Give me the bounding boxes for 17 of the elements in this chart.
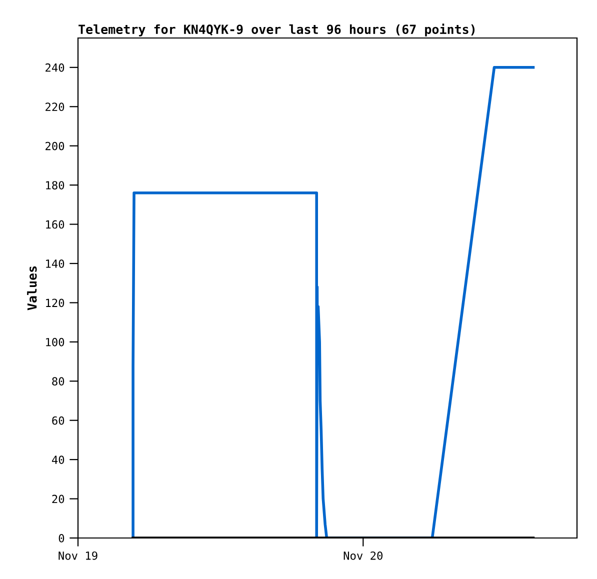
y-tick-label: 40 <box>52 456 64 464</box>
y-tick-label: 80 <box>52 377 64 386</box>
y-tick-label: 100 <box>46 338 64 346</box>
y-tick-label: 220 <box>46 102 64 112</box>
y-tick-label: 140 <box>46 259 64 268</box>
y-tick-label: 180 <box>46 181 64 190</box>
x-tick-label: Nov 19 <box>58 551 98 560</box>
y-axis-title: Values <box>27 266 37 310</box>
y-tick-label: 0 <box>58 534 64 542</box>
chart-title: Telemetry for KN4QYK-9 over last 96 hours (67 points) <box>78 24 475 36</box>
y-tick-label: 20 <box>52 494 64 504</box>
y-tick-label: 60 <box>52 416 64 425</box>
y-tick-label: 200 <box>46 142 64 150</box>
y-tick-label: 160 <box>46 220 64 229</box>
x-tick-label: Nov 20 <box>344 551 382 560</box>
y-tick-label: 120 <box>46 298 64 308</box>
y-tick-label: 240 <box>46 63 64 72</box>
